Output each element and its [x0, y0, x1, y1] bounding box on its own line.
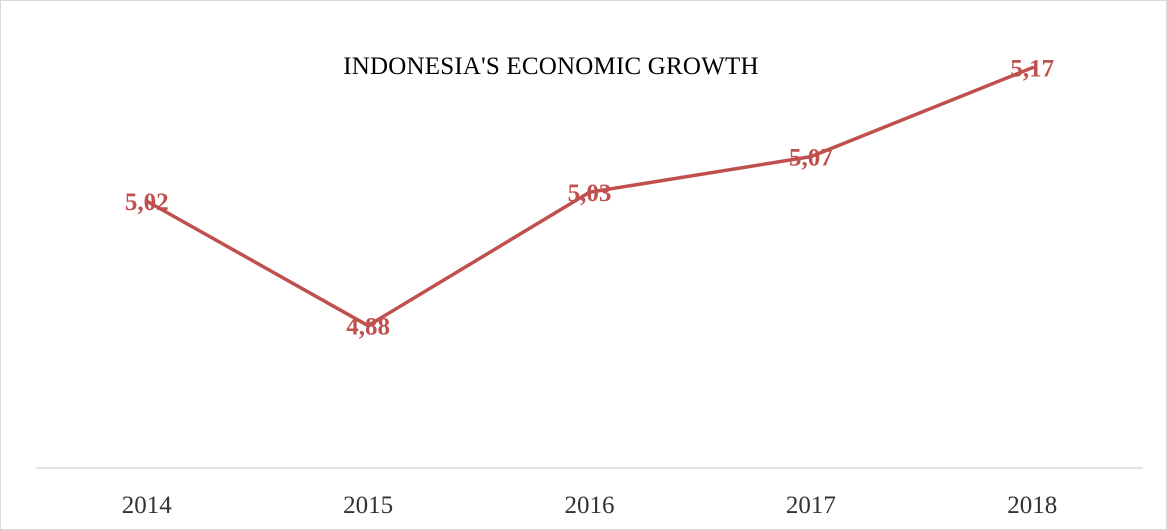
x-tick-label: 2015 [343, 492, 393, 519]
data-label: 5,03 [568, 180, 612, 207]
x-tick-label: 2017 [786, 492, 836, 519]
data-point [144, 199, 149, 203]
data-label: 5,07 [789, 145, 833, 172]
x-tick-label: 2018 [1007, 492, 1057, 519]
x-tick-label: 2014 [122, 492, 173, 519]
data-label: 5,17 [1010, 56, 1054, 83]
data-point [1030, 65, 1035, 70]
data-label: 4,88 [346, 314, 390, 341]
data-point [809, 154, 813, 159]
x-tick-label: 2016 [565, 492, 615, 519]
chart-title: INDONESIA'S ECONOMIC GROWTH [343, 53, 759, 80]
data-point [366, 323, 370, 328]
data-point [587, 190, 592, 194]
data-label: 5,02 [125, 189, 169, 216]
